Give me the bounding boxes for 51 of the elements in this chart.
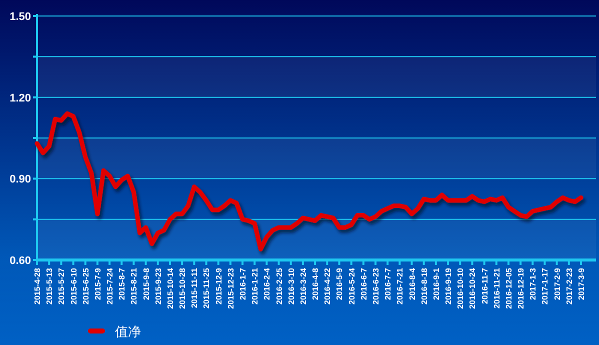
x-tick-label: 2016-9-19 bbox=[444, 267, 454, 304]
y-tick-label: 1.50 bbox=[10, 11, 31, 23]
legend-label: 值净 bbox=[115, 324, 141, 339]
x-tick-label: 2015-9-23 bbox=[154, 267, 163, 304]
x-tick-label: 2016-1-7 bbox=[238, 267, 248, 300]
y-tick-label: 0.60 bbox=[10, 255, 31, 267]
x-tick-label: 2015-5-27 bbox=[57, 267, 66, 304]
x-tick-label: 2017-1-3 bbox=[528, 267, 538, 300]
x-tick-label: 2016-7-21 bbox=[396, 267, 405, 304]
x-tick-label: 2016-11-7 bbox=[480, 267, 490, 304]
x-tick-label: 2016-12-05 bbox=[504, 267, 514, 309]
x-tick-label: 2015-8-7 bbox=[118, 267, 127, 300]
x-tick-label: 2016-3-10 bbox=[286, 267, 296, 304]
x-tick-label: 2016-6-23 bbox=[371, 267, 380, 304]
x-tick-label: 2016-11-21 bbox=[492, 267, 502, 308]
x-tick-label: 2016-5-24 bbox=[347, 267, 356, 304]
x-tick-label: 2015-7-9 bbox=[93, 267, 102, 300]
x-tick-label: 2016-1-21 bbox=[250, 267, 260, 304]
x-tick-label: 2015-11-25 bbox=[202, 267, 212, 308]
x-tick-label: 2016-5-9 bbox=[335, 267, 344, 300]
y-tick-label: 1.20 bbox=[10, 92, 31, 104]
x-tick-label: 2016-7-7 bbox=[384, 267, 393, 300]
x-tick-label: 2017-3-9 bbox=[577, 267, 586, 300]
x-tick-label: 2015-11-11 bbox=[190, 267, 200, 308]
x-tick-label: 2015-6-25 bbox=[81, 267, 90, 304]
x-tick-label: 2016-4-8 bbox=[311, 267, 320, 300]
y-tick-label: 0.90 bbox=[10, 174, 31, 186]
x-tick-label: 2015-10-14 bbox=[166, 267, 175, 309]
x-tick-label: 2015-6-10 bbox=[69, 267, 78, 304]
x-tick-label: 2017-2-23 bbox=[564, 267, 574, 304]
x-tick-label: 2015-12-23 bbox=[226, 267, 236, 309]
x-tick-label: 2016-6-7 bbox=[359, 267, 368, 300]
x-tick-label: 2016-12-19 bbox=[516, 267, 526, 309]
x-tick-label: 2015-7-24 bbox=[106, 267, 115, 304]
x-tick-label: 2016-9-1 bbox=[432, 267, 441, 300]
x-tick-label: 2015-5-13 bbox=[45, 267, 54, 304]
x-tick-label: 2017-1-17 bbox=[540, 267, 550, 304]
x-tick-label: 2015-9-8 bbox=[142, 267, 151, 300]
x-tick-label: 2016-10-10 bbox=[456, 267, 466, 309]
x-tick-label: 2016-8-4 bbox=[408, 267, 417, 300]
x-tick-label: 2015-8-21 bbox=[130, 267, 139, 304]
x-tick-label: 2016-2-4 bbox=[262, 267, 272, 300]
x-tick-label: 2016-2-25 bbox=[274, 267, 284, 304]
x-tick-label: 2016-4-22 bbox=[323, 267, 332, 304]
x-tick-label: 2016-3-24 bbox=[298, 267, 308, 304]
x-tick-label: 2015-4-28 bbox=[33, 267, 42, 304]
x-tick-label: 2016-8-18 bbox=[420, 267, 429, 304]
x-tick-label: 2015-12-9 bbox=[214, 267, 224, 304]
x-tick-label: 2016-10-24 bbox=[468, 267, 478, 309]
x-tick-label: 2015-10-28 bbox=[178, 267, 188, 309]
x-tick-label: 2017-2-9 bbox=[552, 267, 562, 300]
